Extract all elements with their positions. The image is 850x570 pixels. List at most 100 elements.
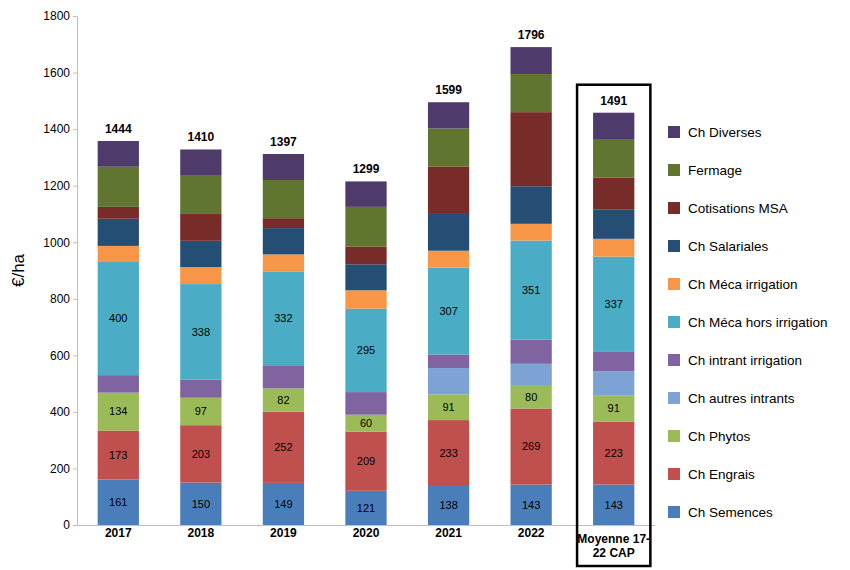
data-label: 97	[195, 405, 207, 417]
bars	[98, 47, 635, 525]
y-tick: 1600	[43, 66, 77, 80]
series-bars	[98, 74, 635, 246]
legend-swatch	[668, 164, 680, 176]
bar-segment	[511, 74, 552, 112]
legend-label: Ch Diverses	[688, 125, 762, 140]
total-label: 1397	[270, 135, 297, 149]
legend-label: Ch Phytos	[688, 429, 751, 444]
data-label: 223	[605, 447, 623, 459]
y-axis-title: €/ha	[9, 253, 28, 287]
totals: 1444141013971299159917961491	[105, 28, 627, 176]
data-label: 173	[109, 449, 127, 461]
y-tick-mark	[73, 299, 77, 300]
bar-segment	[593, 239, 634, 257]
bar-segment	[593, 210, 634, 239]
bar-segment	[511, 485, 552, 525]
bar-segment	[180, 267, 221, 284]
bar-segment	[98, 262, 139, 375]
bar-segment	[511, 112, 552, 186]
bar-segment	[428, 129, 469, 167]
data-label: 161	[109, 496, 127, 508]
y-tick-label: 200	[50, 462, 70, 476]
legend-swatch	[668, 506, 680, 518]
bar-segment	[98, 207, 139, 219]
legend-item: Fermage	[668, 163, 742, 178]
bar-segment	[180, 214, 221, 241]
legend-item: Ch Méca hors irrigation	[668, 315, 828, 330]
y-tick-label: 400	[50, 405, 70, 419]
bar-segment	[263, 254, 304, 271]
y-tick: 400	[50, 405, 77, 419]
legend-swatch	[668, 278, 680, 290]
series-bars	[98, 112, 635, 264]
bar-segment	[428, 368, 469, 394]
bar-segment	[345, 415, 386, 432]
legend-swatch	[668, 354, 680, 366]
legend-label: Cotisations MSA	[688, 201, 788, 216]
bar-segment	[263, 365, 304, 388]
legend-label: Ch Semences	[688, 505, 773, 520]
bar-segment	[263, 228, 304, 254]
y-tick-mark	[73, 412, 77, 413]
data-label: 149	[274, 498, 292, 510]
legend-item: Ch Semences	[668, 505, 773, 520]
bar-segment	[428, 420, 469, 486]
data-label: 332	[274, 312, 292, 324]
data-label: 307	[439, 305, 457, 317]
bar-segment	[511, 186, 552, 224]
x-tick: Moyenne 17-22 CAP	[577, 532, 650, 560]
bar-segment	[593, 371, 634, 395]
y-tick-mark	[73, 186, 77, 187]
bar-segment	[98, 219, 139, 246]
data-label: 252	[274, 441, 292, 453]
data-label: 351	[522, 284, 540, 296]
bar-segment	[98, 479, 139, 525]
bar-segment	[345, 432, 386, 491]
bar-segment	[511, 408, 552, 484]
chart: 020040060080010001200140016001800€/ha201…	[0, 0, 850, 570]
x-tick: 2018	[188, 526, 215, 540]
bar-segment	[511, 386, 552, 409]
legend-label: Ch Salariales	[688, 239, 769, 254]
y-tick: 200	[50, 462, 77, 476]
data-label: 150	[192, 498, 210, 510]
legend-label: Ch Méca irrigation	[688, 277, 798, 292]
legend-item: Cotisations MSA	[668, 201, 788, 216]
y-axis-line	[73, 17, 78, 526]
x-tick-label: Moyenne 17-22 CAP	[577, 532, 650, 560]
bar-segment	[511, 241, 552, 340]
bar-segment	[511, 364, 552, 386]
bar-segment	[345, 392, 386, 415]
y-tick-label: 800	[50, 292, 70, 306]
y-axis: 020040060080010001200140016001800	[43, 9, 77, 532]
data-label: 91	[608, 402, 620, 414]
bar-segment	[180, 425, 221, 482]
data-label: 121	[357, 502, 375, 514]
legend-item: Ch Diverses	[668, 125, 762, 140]
total-label: 1796	[518, 28, 545, 42]
y-tick-mark	[73, 129, 77, 130]
bar-segment	[98, 393, 139, 431]
x-tick-label: 2018	[188, 526, 215, 540]
bar-segment	[345, 246, 386, 264]
x-tick: 2021	[435, 526, 462, 540]
bar-segment	[593, 485, 634, 525]
legend: Ch Diverses Fermage Cotisations MSA Ch Sala…	[668, 125, 828, 520]
x-tick-label: 2021	[435, 526, 462, 540]
bar-segment	[263, 483, 304, 525]
data-label: 295	[357, 344, 375, 356]
bar-segment	[593, 257, 634, 352]
data-label: 60	[360, 417, 372, 429]
y-tick-label: 1400	[43, 122, 70, 136]
data-label: 143	[605, 499, 623, 511]
bar-segment	[98, 431, 139, 480]
data-label: 233	[439, 447, 457, 459]
bar-segment	[263, 180, 304, 218]
bar-segment	[428, 354, 469, 368]
y-tick: 800	[50, 292, 77, 306]
y-tick: 600	[50, 349, 77, 363]
bar-segment	[180, 149, 221, 175]
x-tick: 2019	[270, 526, 297, 540]
y-tick-label: 1800	[43, 9, 70, 23]
data-label: 80	[525, 391, 537, 403]
